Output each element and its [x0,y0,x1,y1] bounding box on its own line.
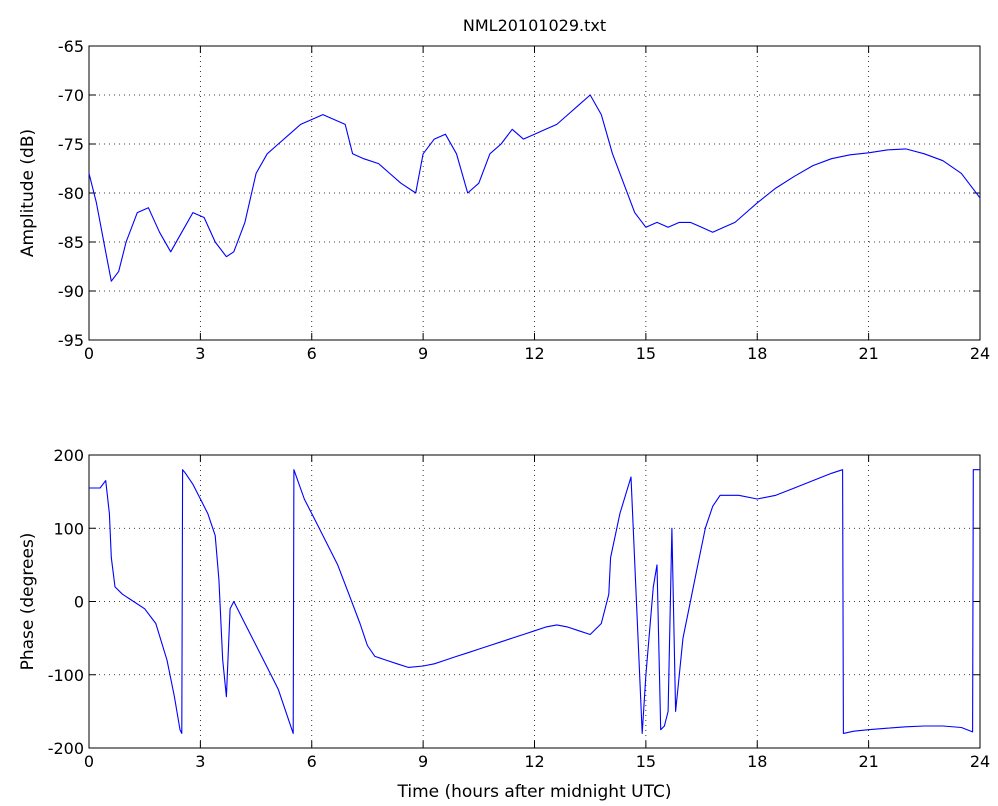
x-tick-label: 12 [524,344,544,363]
x-tick-label: 6 [307,752,317,771]
x-tick-label: 0 [84,344,94,363]
y-tick-label: -85 [58,233,84,252]
x-tick-label: 24 [970,344,990,363]
x-tick-label: 15 [636,344,656,363]
x-tick-label: 21 [858,344,878,363]
y-tick-label: 200 [53,446,84,465]
x-tick-label: 9 [418,752,428,771]
chart-title: NML20101029.txt [463,16,606,35]
x-tick-label: 18 [747,752,767,771]
y-tick-label: -200 [48,739,84,758]
x-axis-label: Time (hours after midnight UTC) [396,782,671,802]
x-tick-label: 21 [858,752,878,771]
amplitude-axes: 0 3 6 9 12 15 18 21 24 -65 -70 -75 -80 -85 -90 -95 NML20… [18,16,990,363]
y-axis-label: Phase (degrees) [18,533,38,671]
x-tick-label: 24 [970,752,990,771]
y-tick-label: -65 [58,37,84,56]
x-tick-label: 3 [195,752,205,771]
x-tick-label: 3 [195,344,205,363]
y-tick-label: -100 [48,666,84,685]
y-tick-label: -90 [58,282,84,301]
x-tick-label: 0 [84,752,94,771]
x-tick-label: 18 [747,344,767,363]
x-tick-label: 15 [636,752,656,771]
y-tick-label: 0 [74,593,84,612]
x-tick-label: 9 [418,344,428,363]
y-tick-label: -75 [58,135,84,154]
y-tick-label: -95 [58,331,84,350]
phase-axes: 0 3 6 9 12 15 18 21 24 200 100 0 -100 -200 Time (hours… [18,446,990,802]
x-tick-label: 6 [307,344,317,363]
y-axis-label: Amplitude (dB) [18,129,38,257]
y-tick-label: -70 [58,86,84,105]
x-tick-label: 12 [524,752,544,771]
y-tick-label: -80 [58,184,84,203]
y-tick-label: 100 [53,519,84,538]
